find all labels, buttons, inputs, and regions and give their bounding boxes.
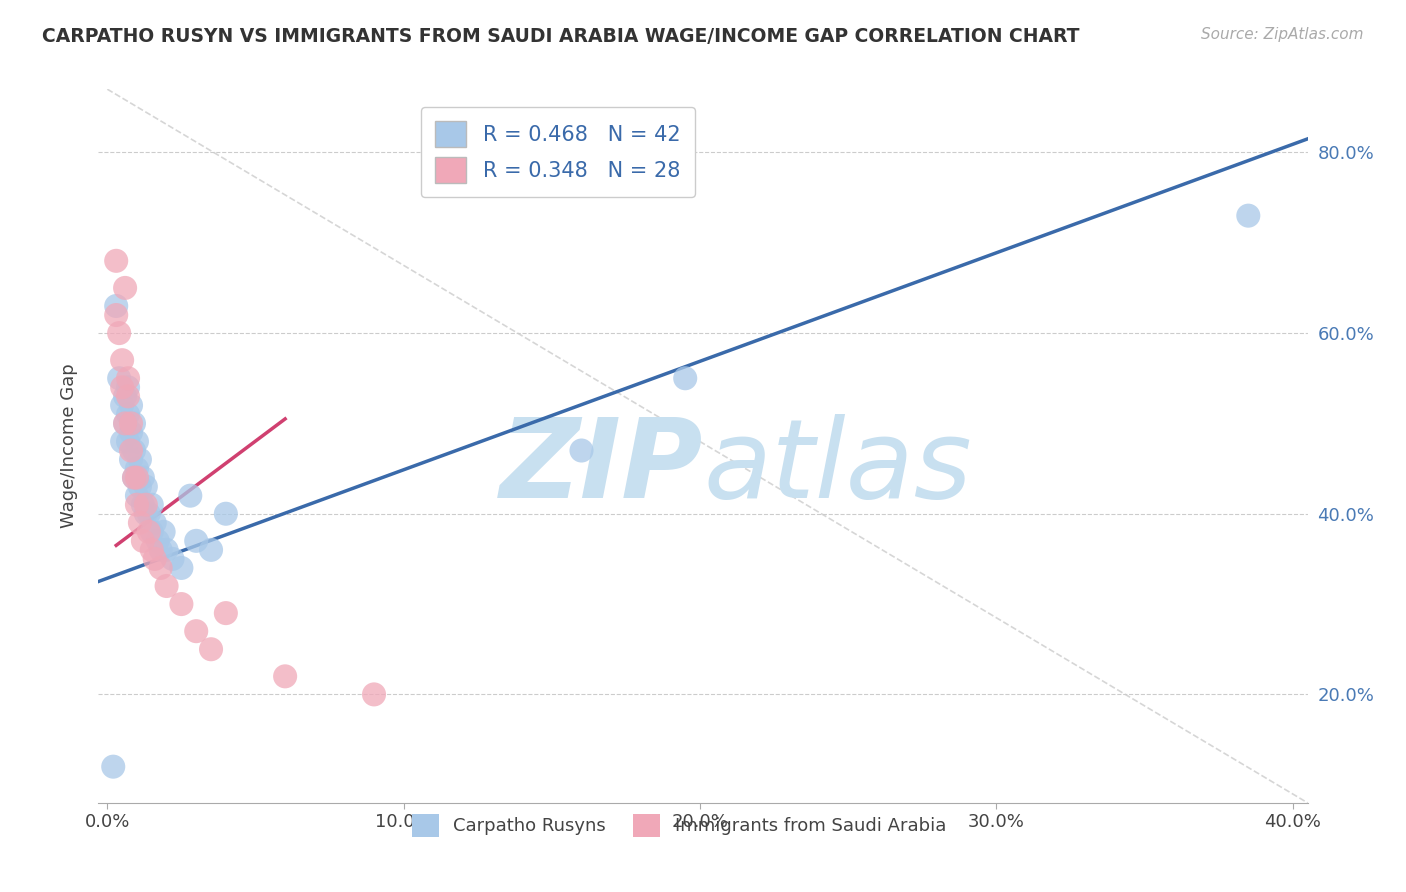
Point: [125, 461, 148, 475]
Point: [149, 542, 172, 557]
Point: [122, 470, 145, 484]
Point: [111, 434, 134, 449]
Point: [117, 408, 139, 422]
Point: [114, 417, 136, 431]
Point: [152, 524, 174, 539]
Point: [117, 380, 139, 394]
Point: [111, 353, 134, 368]
Point: [143, 516, 166, 530]
Text: Source: ZipAtlas.com: Source: ZipAtlas.com: [1201, 27, 1364, 42]
Text: CARPATHO RUSYN VS IMMIGRANTS FROM SAUDI ARABIA WAGE/INCOME GAP CORRELATION CHART: CARPATHO RUSYN VS IMMIGRANTS FROM SAUDI …: [42, 27, 1080, 45]
Point: [125, 498, 148, 512]
Point: [111, 398, 134, 412]
Point: [125, 489, 148, 503]
Point: [215, 606, 238, 620]
Point: [146, 533, 169, 548]
Point: [117, 371, 139, 385]
Point: [129, 516, 152, 530]
Point: [143, 552, 166, 566]
Point: [141, 498, 163, 512]
Point: [135, 480, 157, 494]
Point: [132, 498, 155, 512]
Point: [200, 542, 222, 557]
Point: [186, 533, 208, 548]
Point: [122, 470, 145, 484]
Point: [114, 389, 136, 403]
Text: ZIP: ZIP: [499, 414, 703, 521]
Point: [120, 443, 142, 458]
Legend: Carpatho Rusyns, Immigrants from Saudi Arabia: Carpatho Rusyns, Immigrants from Saudi A…: [405, 807, 953, 844]
Point: [200, 642, 222, 657]
Point: [122, 417, 145, 431]
Point: [138, 524, 160, 539]
Point: [105, 253, 128, 268]
Point: [129, 480, 152, 494]
Point: [141, 542, 163, 557]
Point: [105, 308, 128, 322]
Point: [120, 398, 142, 412]
Point: [132, 533, 155, 548]
Point: [108, 371, 131, 385]
Point: [120, 452, 142, 467]
Point: [215, 507, 238, 521]
Point: [363, 687, 385, 701]
Point: [114, 281, 136, 295]
Point: [103, 759, 125, 773]
Point: [105, 299, 128, 313]
Point: [125, 434, 148, 449]
Point: [673, 371, 696, 385]
Point: [114, 417, 136, 431]
Point: [155, 579, 177, 593]
Point: [132, 470, 155, 484]
Point: [1237, 209, 1260, 223]
Point: [120, 425, 142, 440]
Point: [274, 669, 297, 683]
Point: [125, 470, 148, 484]
Y-axis label: Wage/Income Gap: Wage/Income Gap: [59, 364, 77, 528]
Point: [138, 507, 160, 521]
Point: [122, 443, 145, 458]
Point: [186, 624, 208, 639]
Point: [141, 524, 163, 539]
Point: [108, 326, 131, 340]
Point: [135, 498, 157, 512]
Point: [129, 452, 152, 467]
Point: [170, 597, 193, 611]
Point: [135, 507, 157, 521]
Point: [571, 443, 593, 458]
Point: [111, 380, 134, 394]
Point: [120, 417, 142, 431]
Text: atlas: atlas: [703, 414, 972, 521]
Point: [117, 434, 139, 449]
Point: [155, 542, 177, 557]
Point: [162, 552, 184, 566]
Point: [117, 389, 139, 403]
Point: [179, 489, 201, 503]
Point: [149, 561, 172, 575]
Point: [170, 561, 193, 575]
